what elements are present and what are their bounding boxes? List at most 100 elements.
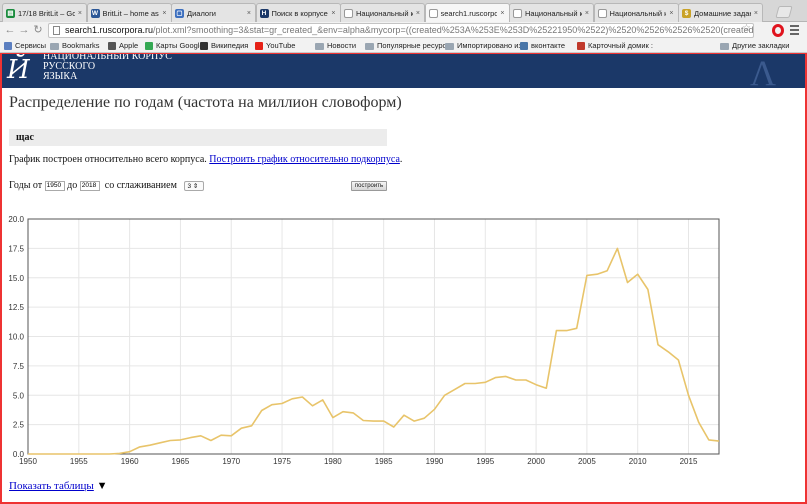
- bookmark-label: Apple: [119, 41, 139, 50]
- x-tick-label: 2000: [527, 457, 545, 466]
- logo-line: РУССКОГО: [43, 61, 96, 72]
- site-logo-text[interactable]: НАЦИОНАЛЬНЫЙ КОРПУС РУССКОГО ЯЗЫКА: [43, 54, 172, 82]
- tab-favicon-icon: [513, 8, 522, 18]
- browser-tab[interactable]: ▤ 17/18 BritLit – Goo ×: [2, 3, 87, 22]
- browser-tab[interactable]: ▢ Диалоги ×: [171, 3, 256, 22]
- address-bar[interactable]: search1.ruscorpora.ru/plot.xml?smoothing…: [48, 23, 754, 38]
- bookmark-item[interactable]: Импортировано из: [445, 40, 522, 52]
- browser-tab[interactable]: W BritLit – home ass ×: [86, 3, 172, 22]
- card-icon: [577, 42, 585, 50]
- tab-close-icon[interactable]: ×: [331, 9, 336, 17]
- x-tick-label: 1955: [70, 457, 88, 466]
- bookmark-item[interactable]: Bookmarks: [50, 40, 100, 52]
- x-tick-label: 2010: [629, 457, 647, 466]
- forward-arrow-icon[interactable]: →: [18, 24, 30, 36]
- subcorpus-link[interactable]: Построить график относительно подкорпуса: [209, 154, 400, 165]
- x-tick-label: 1985: [375, 457, 393, 466]
- new-tab-button[interactable]: [775, 6, 793, 18]
- bookmark-label: Другие закладки: [732, 41, 790, 50]
- tab-label: Домашние задани: [694, 8, 751, 18]
- folder-icon: [315, 42, 324, 50]
- bookmark-label: YouTube: [266, 41, 296, 50]
- y-tick-label: 10.0: [8, 333, 24, 342]
- expand-triangle-icon[interactable]: ▼: [96, 480, 108, 492]
- url-path: /plot.xml?smoothing=3&stat=gr_created_&e…: [153, 25, 754, 35]
- site-banner: Й НАЦИОНАЛЬНЫЙ КОРПУС РУССКОГО ЯЗЫКА Λ: [2, 54, 805, 88]
- apple-icon: [108, 42, 116, 50]
- corpus-note-text: График построен относительно всего корпу…: [9, 154, 210, 165]
- x-tick-label: 1990: [426, 457, 444, 466]
- tab-close-icon[interactable]: ×: [753, 9, 758, 17]
- bookmark-item[interactable]: Популярные ресурс: [365, 40, 446, 52]
- year-to-input[interactable]: [79, 180, 100, 191]
- select-arrows-icon: ⇕: [192, 182, 199, 190]
- bookmarks-bar: Сервисы Bookmarks Apple Карты Google Википед…: [0, 39, 807, 53]
- bookmark-label: Импортировано из: [457, 41, 522, 50]
- tab-close-icon[interactable]: ×: [584, 9, 589, 17]
- tab-favicon-icon: Н: [259, 8, 269, 18]
- tab-favicon-icon: ▤: [6, 8, 15, 18]
- show-table-control: Показать таблицы ▼: [9, 480, 107, 492]
- bookmark-item[interactable]: YouTube: [255, 40, 295, 52]
- browser-tab[interactable]: search1.ruscorpora×: [424, 3, 510, 23]
- folder-icon: [50, 42, 59, 50]
- banner-letter-icon: Λ: [750, 54, 777, 88]
- frequency-line: [28, 247, 720, 455]
- tab-label: BritLit – home ass: [102, 8, 160, 18]
- opera-extension-icon[interactable]: [772, 24, 784, 37]
- bookmark-item[interactable]: Википедия: [200, 40, 248, 52]
- ruscorpora-logo-icon[interactable]: Й: [7, 55, 30, 85]
- reload-icon[interactable]: ↻: [33, 24, 43, 36]
- corpus-note: График построен относительно всего корпу…: [9, 154, 402, 165]
- tab-label: Поиск в корпусе: [271, 8, 328, 18]
- tab-label: search1.ruscorpora: [440, 9, 498, 18]
- x-tick-label: 1980: [324, 457, 342, 466]
- corpus-note-end: .: [399, 154, 403, 165]
- bookmark-star-icon[interactable]: ☆: [742, 23, 751, 34]
- browser-tab[interactable]: Н Поиск в корпусе ×: [255, 3, 341, 22]
- frequency-chart: 0.0 2.5 5.0 7.5 10.0 12.5 15.0 17.5 20.0 1950 1955…: [8, 215, 720, 466]
- youtube-icon: [255, 42, 263, 50]
- tab-label: 17/18 BritLit – Goo: [18, 8, 75, 18]
- bookmark-item[interactable]: Карточный домик :: [577, 40, 653, 52]
- tab-close-icon[interactable]: ×: [500, 10, 505, 17]
- bookmark-item[interactable]: Apple: [108, 40, 138, 52]
- browser-tab[interactable]: Национальный ко ×: [593, 3, 679, 22]
- tab-close-icon[interactable]: ×: [77, 9, 82, 17]
- query-word: щас: [9, 129, 387, 146]
- tab-favicon-icon: W: [90, 8, 100, 18]
- url-host: search1.ruscorpora.ru: [65, 25, 154, 35]
- tab-close-icon[interactable]: ×: [415, 9, 420, 17]
- y-tick-label: 2.5: [13, 421, 25, 430]
- show-table-link[interactable]: Показать таблицы: [9, 480, 94, 492]
- folder-icon: [445, 42, 454, 50]
- year-from-input[interactable]: [44, 180, 65, 191]
- bookmark-item[interactable]: Другие закладки: [720, 40, 789, 52]
- build-chart-button[interactable]: построить: [351, 181, 387, 191]
- plot-frame: [27, 218, 720, 455]
- menu-icon[interactable]: [790, 25, 799, 37]
- back-arrow-icon[interactable]: ←: [4, 24, 16, 36]
- tab-close-icon[interactable]: ×: [246, 9, 251, 17]
- bookmark-item[interactable]: вконтакте: [520, 40, 565, 52]
- page-title: Распределение по годам (частота на милли…: [9, 94, 402, 111]
- tab-favicon-icon: ▢: [175, 8, 184, 18]
- bookmark-item[interactable]: Новости: [315, 40, 356, 52]
- x-tick-label: 2015: [680, 457, 698, 466]
- folder-icon: [365, 42, 374, 50]
- browser-tab[interactable]: Национальный ко ×: [340, 3, 425, 22]
- x-tick-label: 1995: [476, 457, 494, 466]
- bookmark-item[interactable]: Сервисы: [4, 40, 46, 52]
- x-tick-label: 1950: [19, 457, 37, 466]
- folder-icon: [720, 42, 729, 50]
- years-form: Годы от до со сглаживанием 3 ⇕: [9, 179, 205, 193]
- y-tick-label: 17.5: [8, 244, 24, 253]
- bookmark-item[interactable]: Карты Google: [145, 40, 204, 52]
- browser-tab[interactable]: Национальный ко ×: [509, 3, 594, 22]
- tab-close-icon[interactable]: ×: [162, 9, 167, 17]
- browser-tab[interactable]: $Домашние задани×: [678, 3, 763, 22]
- tab-close-icon[interactable]: ×: [669, 9, 674, 17]
- years-to-label: до: [67, 180, 78, 191]
- smoothing-select[interactable]: 3 ⇕: [184, 180, 205, 191]
- bookmark-label: Популярные ресурс: [377, 41, 447, 50]
